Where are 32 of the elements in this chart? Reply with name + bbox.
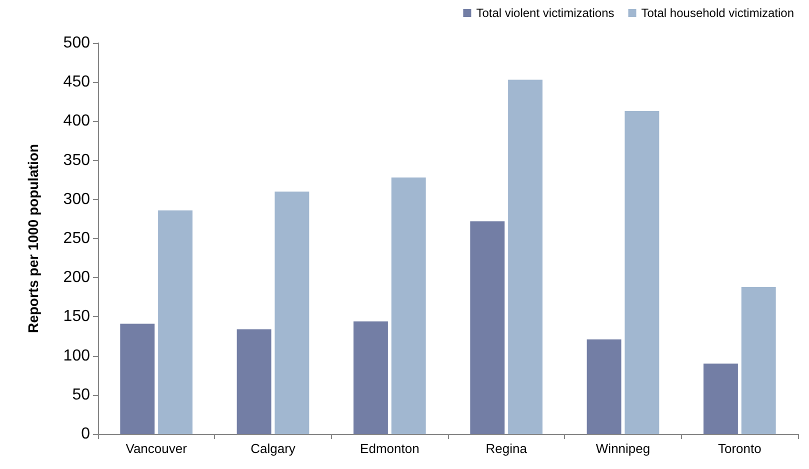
x-tick-label: Calgary: [250, 441, 296, 456]
bar: [236, 329, 272, 434]
y-tick-label: 50: [72, 386, 90, 404]
x-tick-label: Vancouver: [126, 441, 188, 456]
y-tick-label: 250: [63, 230, 90, 247]
bar: [158, 210, 192, 434]
legend-label: Total household victimization: [641, 6, 794, 20]
y-tick-label: 500: [63, 34, 90, 52]
bar: [391, 178, 426, 434]
x-tick-label: Toronto: [718, 441, 762, 456]
bar: [624, 111, 660, 434]
y-tick-label: 0: [81, 426, 90, 442]
y-tick-label: 350: [63, 152, 90, 169]
y-tick-label: 100: [63, 347, 90, 364]
x-tick-label: Regina: [486, 441, 528, 456]
bar: [120, 324, 155, 434]
bar: [586, 339, 622, 434]
bar: [354, 321, 388, 434]
bar: [274, 192, 310, 434]
bar: [508, 80, 542, 434]
y-tick-label: 450: [63, 74, 90, 91]
y-tick-label: 200: [63, 269, 90, 286]
y-tick-label: 150: [63, 308, 90, 326]
bar: [470, 221, 505, 434]
legend-label: Total violent victimizations: [476, 6, 614, 20]
bar: [704, 364, 738, 434]
y-tick-label: 300: [63, 190, 90, 208]
y-tick-label: 400: [63, 112, 90, 130]
x-tick-label: Winnipeg: [596, 441, 650, 456]
bar: [741, 286, 776, 434]
y-axis-title: Reports per 1000 population: [25, 144, 41, 334]
x-tick-label: Edmonton: [360, 441, 420, 456]
